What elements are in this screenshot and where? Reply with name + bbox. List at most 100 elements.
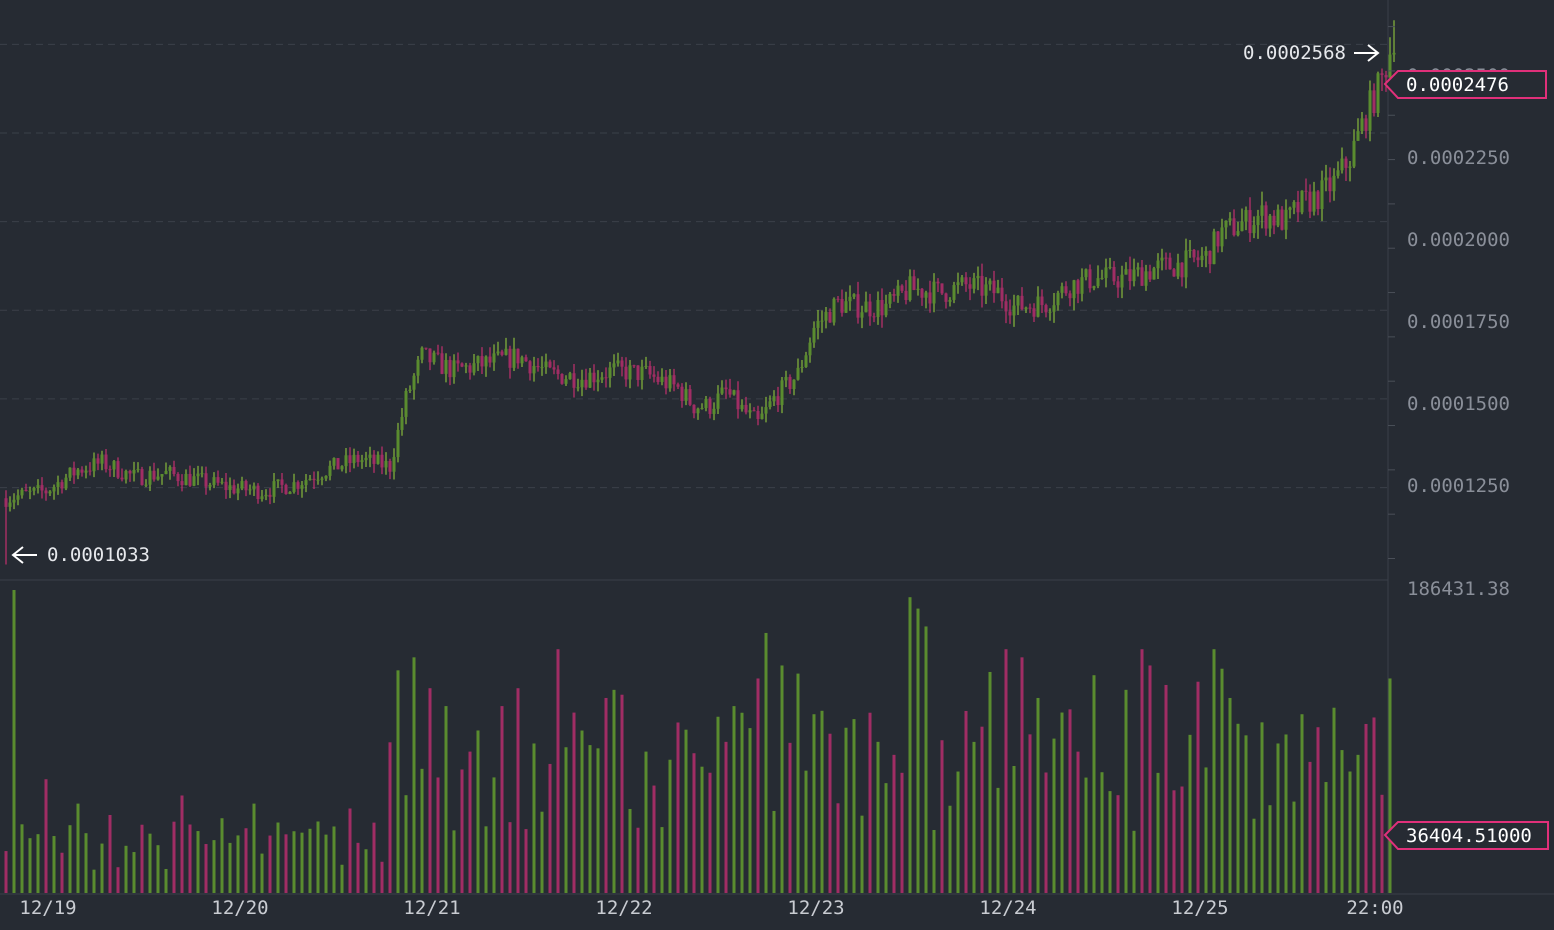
candle-body: [1112, 266, 1116, 282]
candle-body: [956, 282, 960, 286]
candle-body: [336, 458, 340, 470]
candle-body: [304, 480, 308, 486]
time-axis[interactable]: 12/19 12/20 12/21 12/22 12/23 12/24 12/2…: [19, 897, 1403, 919]
volume-bar: [1308, 761, 1312, 893]
volume-bar: [708, 772, 712, 893]
candle-body: [704, 398, 708, 409]
price-axis-minor-ticks: [1388, 26, 1395, 559]
volume-bar: [124, 845, 128, 893]
volume-bar: [692, 753, 696, 893]
volume-bar: [964, 710, 968, 893]
candle-body: [892, 294, 896, 296]
candle-body: [1128, 269, 1132, 282]
volume-axis[interactable]: 186431.38: [1407, 578, 1510, 600]
volume-bar: [876, 741, 880, 893]
volume-bar: [772, 810, 776, 893]
candle-body: [184, 473, 188, 486]
candle-body: [468, 365, 472, 373]
volume-bar: [460, 769, 464, 893]
volume-bar: [492, 777, 496, 893]
volume-bar: [28, 838, 32, 893]
volume-bar: [308, 828, 312, 893]
candlestick-series[interactable]: [4, 20, 1396, 565]
volume-bar: [924, 626, 928, 893]
price-tick-label: 0.0002000: [1407, 229, 1510, 251]
candle-body: [1020, 295, 1024, 310]
candle-body: [1256, 215, 1260, 226]
candle-body: [1136, 267, 1140, 270]
volume-bar: [356, 842, 360, 893]
candle-body: [1228, 218, 1232, 221]
low-annotation: 0.0001033: [11, 544, 150, 566]
candle-body: [928, 292, 932, 304]
candle-body: [1096, 278, 1100, 287]
last-price-value: 0.0002476: [1406, 74, 1509, 96]
candle-body: [24, 489, 28, 492]
volume-bar: [740, 712, 744, 893]
candle-body: [732, 390, 736, 395]
candle-body: [808, 342, 812, 356]
volume-bar: [1108, 791, 1112, 893]
candle-body: [424, 347, 428, 349]
candle-body: [224, 481, 228, 491]
volume-bar: [1292, 801, 1296, 893]
volume-bar: [164, 868, 168, 893]
candle-body: [332, 458, 336, 466]
candle-body: [504, 348, 508, 355]
volume-bar: [668, 759, 672, 893]
volume-bar: [412, 657, 416, 893]
volume-bar: [1204, 767, 1208, 893]
candle-body: [840, 299, 844, 313]
candle-body: [364, 457, 368, 461]
volume-bar: [780, 665, 784, 893]
volume-bar: [1156, 772, 1160, 893]
candle-body: [400, 416, 404, 430]
volume-bar: [652, 785, 656, 893]
candle-body: [948, 299, 952, 302]
candle-body: [180, 481, 184, 486]
candle-body: [616, 360, 620, 364]
volume-bar: [636, 827, 640, 893]
candle-body: [816, 320, 820, 328]
volume-bar: [68, 825, 72, 893]
candle-body: [1364, 118, 1368, 131]
candle-body: [800, 366, 804, 368]
candle-body: [1048, 311, 1052, 313]
candle-body: [1392, 52, 1396, 55]
candle-body: [1084, 269, 1088, 278]
high-value: 0.0002568: [1243, 42, 1346, 64]
candle-body: [692, 404, 696, 414]
candle-body: [80, 469, 84, 473]
candle-body: [216, 477, 220, 483]
candle-body: [368, 454, 372, 458]
high-annotation: 0.0002568: [1243, 42, 1380, 64]
candle-body: [1156, 260, 1160, 269]
volume-bar: [1188, 734, 1192, 893]
candle-body: [620, 360, 624, 367]
candle-body: [500, 351, 504, 355]
volume-bar: [556, 649, 560, 893]
candle-body: [272, 481, 276, 497]
arrow-right-icon: [1354, 44, 1380, 62]
candle-body: [584, 379, 588, 388]
candle-body: [136, 469, 140, 471]
candle-body: [520, 357, 524, 364]
candle-body: [1012, 305, 1016, 316]
volume-bar: [724, 741, 728, 893]
volume-bar: [836, 803, 840, 893]
candle-body: [232, 485, 236, 494]
candle-body: [1348, 166, 1352, 168]
volume-bar: [1348, 771, 1352, 893]
candle-body: [1260, 205, 1264, 216]
candle-body: [768, 401, 772, 408]
candle-body: [256, 485, 260, 500]
candle-body: [1216, 231, 1220, 247]
candle-body: [320, 478, 324, 480]
candle-body: [144, 484, 148, 486]
candle-body: [1148, 271, 1152, 280]
candle-body: [116, 461, 120, 478]
volume-series[interactable]: [4, 590, 1392, 893]
volume-bar: [364, 849, 368, 893]
candle-body: [944, 293, 948, 302]
